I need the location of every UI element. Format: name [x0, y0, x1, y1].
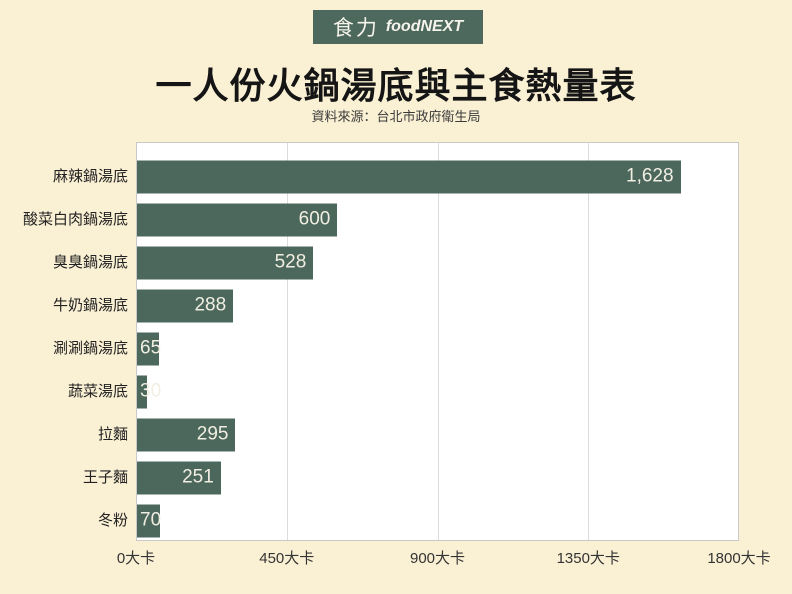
chart-row: 600	[137, 198, 738, 241]
category-label: 酸菜白肉鍋湯底	[22, 211, 128, 228]
chart-row: 251	[137, 456, 738, 499]
category-label: 拉麵	[97, 426, 128, 443]
bar-value-label: 288	[194, 294, 227, 316]
chart-title: 一人份火鍋湯底與主食熱量表	[155, 65, 637, 106]
bar-value-label: 70	[140, 509, 162, 531]
chart-row: 295	[137, 413, 738, 456]
logo-en-text: foodNEXT	[385, 18, 464, 35]
bar-value-label: 1,628	[626, 165, 674, 187]
bar: 65	[137, 332, 162, 365]
bar-value-label: 65	[140, 337, 162, 359]
category-axis: 麻辣鍋湯底酸菜白肉鍋湯底臭臭鍋湯底牛奶鍋湯底涮涮鍋湯底蔬菜湯底拉麵王子麵冬粉	[0, 154, 128, 541]
bar-rows: 1,628 600 528 288 65 30 295 251 70	[137, 155, 738, 542]
bar-value-label: 600	[298, 208, 331, 230]
x-tick-label: 0大卡	[116, 550, 156, 567]
category-label: 牛奶鍋湯底	[52, 297, 128, 314]
category-label: 涮涮鍋湯底	[52, 340, 128, 357]
chart-row: 528	[137, 241, 738, 284]
chart-row: 65	[137, 327, 738, 370]
bar-value-label: 295	[196, 423, 229, 445]
bar: 528	[137, 246, 314, 279]
bar-value-label: 528	[274, 251, 307, 273]
chart-row: 288	[137, 284, 738, 327]
x-tick-label: 900大卡	[409, 550, 466, 567]
category-label: 麻辣鍋湯底	[52, 168, 128, 185]
bar: 30	[137, 375, 161, 408]
category-label: 臭臭鍋湯底	[52, 254, 128, 271]
x-tick-label: 450大卡	[259, 550, 315, 567]
category-label: 蔬菜湯底	[67, 383, 128, 400]
x-tick-label: 1350大卡	[556, 550, 620, 567]
x-tick-label: 1800大卡	[707, 550, 771, 567]
bar: 295	[137, 418, 236, 451]
plot-area: 1,628 600 528 288 65 30 295 251 70	[136, 142, 739, 541]
bar-value-label: 251	[182, 466, 214, 488]
gridline	[437, 143, 439, 540]
foodnext-logo: 食力 foodNEXT	[313, 10, 483, 44]
x-axis: 0大卡 450大卡 900大卡 1350大卡 1800大卡	[117, 547, 771, 567]
category-label: 冬粉	[97, 512, 128, 529]
data-source-note: 資料來源：台北市政府衛生局	[311, 109, 481, 124]
bar: 1,628	[137, 160, 681, 193]
bar: 70	[137, 504, 162, 537]
bar: 288	[137, 289, 234, 322]
gridline	[587, 143, 589, 540]
chart-row: 1,628	[137, 155, 738, 198]
chart-row: 70	[137, 499, 738, 542]
category-label: 王子麵	[82, 469, 128, 486]
gridline	[287, 143, 289, 540]
bar-value-label: 30	[140, 380, 162, 402]
logo-zh-text: 食力	[332, 17, 379, 40]
bar: 600	[137, 203, 338, 236]
chart-row: 30	[137, 370, 738, 413]
bar: 251	[137, 461, 221, 494]
